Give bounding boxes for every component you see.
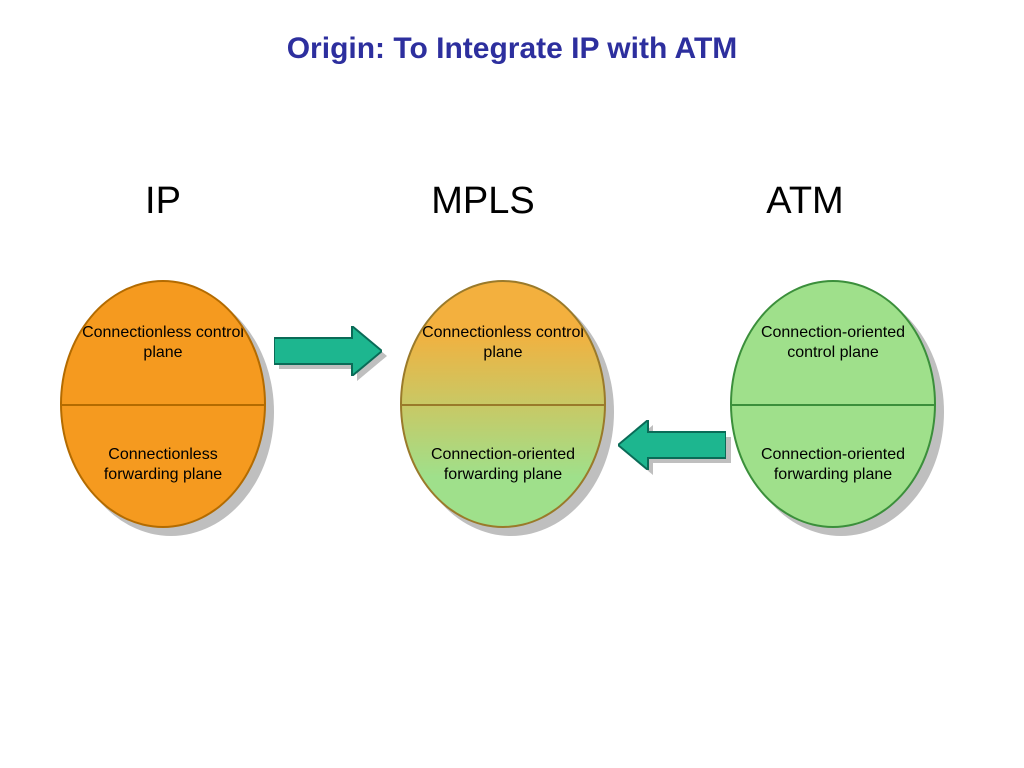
ellipse-atm-body: Connection-oriented control plane Connec…: [730, 280, 936, 528]
ellipse-mpls-body: Connectionless control plane Connection-…: [400, 280, 606, 528]
ellipse-mpls: Connectionless control plane Connection-…: [400, 280, 614, 536]
slide-title: Origin: To Integrate IP with ATM: [0, 32, 1024, 66]
ellipse-ip: Connectionless control plane Connectionl…: [60, 280, 274, 536]
atm-bot-text: Connection-oriented forwarding plane: [732, 404, 934, 526]
arrow-atm-to-mpls: [618, 420, 731, 475]
atm-top-text: Connection-oriented control plane: [732, 282, 934, 404]
ip-top-text: Connectionless control plane: [62, 282, 264, 404]
column-label-mpls: MPLS: [383, 180, 583, 223]
ellipse-ip-body: Connectionless control plane Connectionl…: [60, 280, 266, 528]
column-label-atm: ATM: [705, 180, 905, 223]
arrow-ip-to-mpls: [274, 326, 387, 381]
slide: Origin: To Integrate IP with ATM IP MPLS…: [0, 0, 1024, 768]
column-label-ip: IP: [63, 180, 263, 223]
ip-bot-text: Connectionless forwarding plane: [62, 404, 264, 526]
mpls-bot-text: Connection-oriented forwarding plane: [402, 404, 604, 526]
mpls-top-text: Connectionless control plane: [402, 282, 604, 404]
arrow-atm-to-mpls-icon: [618, 420, 726, 470]
ellipse-atm: Connection-oriented control plane Connec…: [730, 280, 944, 536]
arrow-ip-to-mpls-icon: [274, 326, 382, 376]
